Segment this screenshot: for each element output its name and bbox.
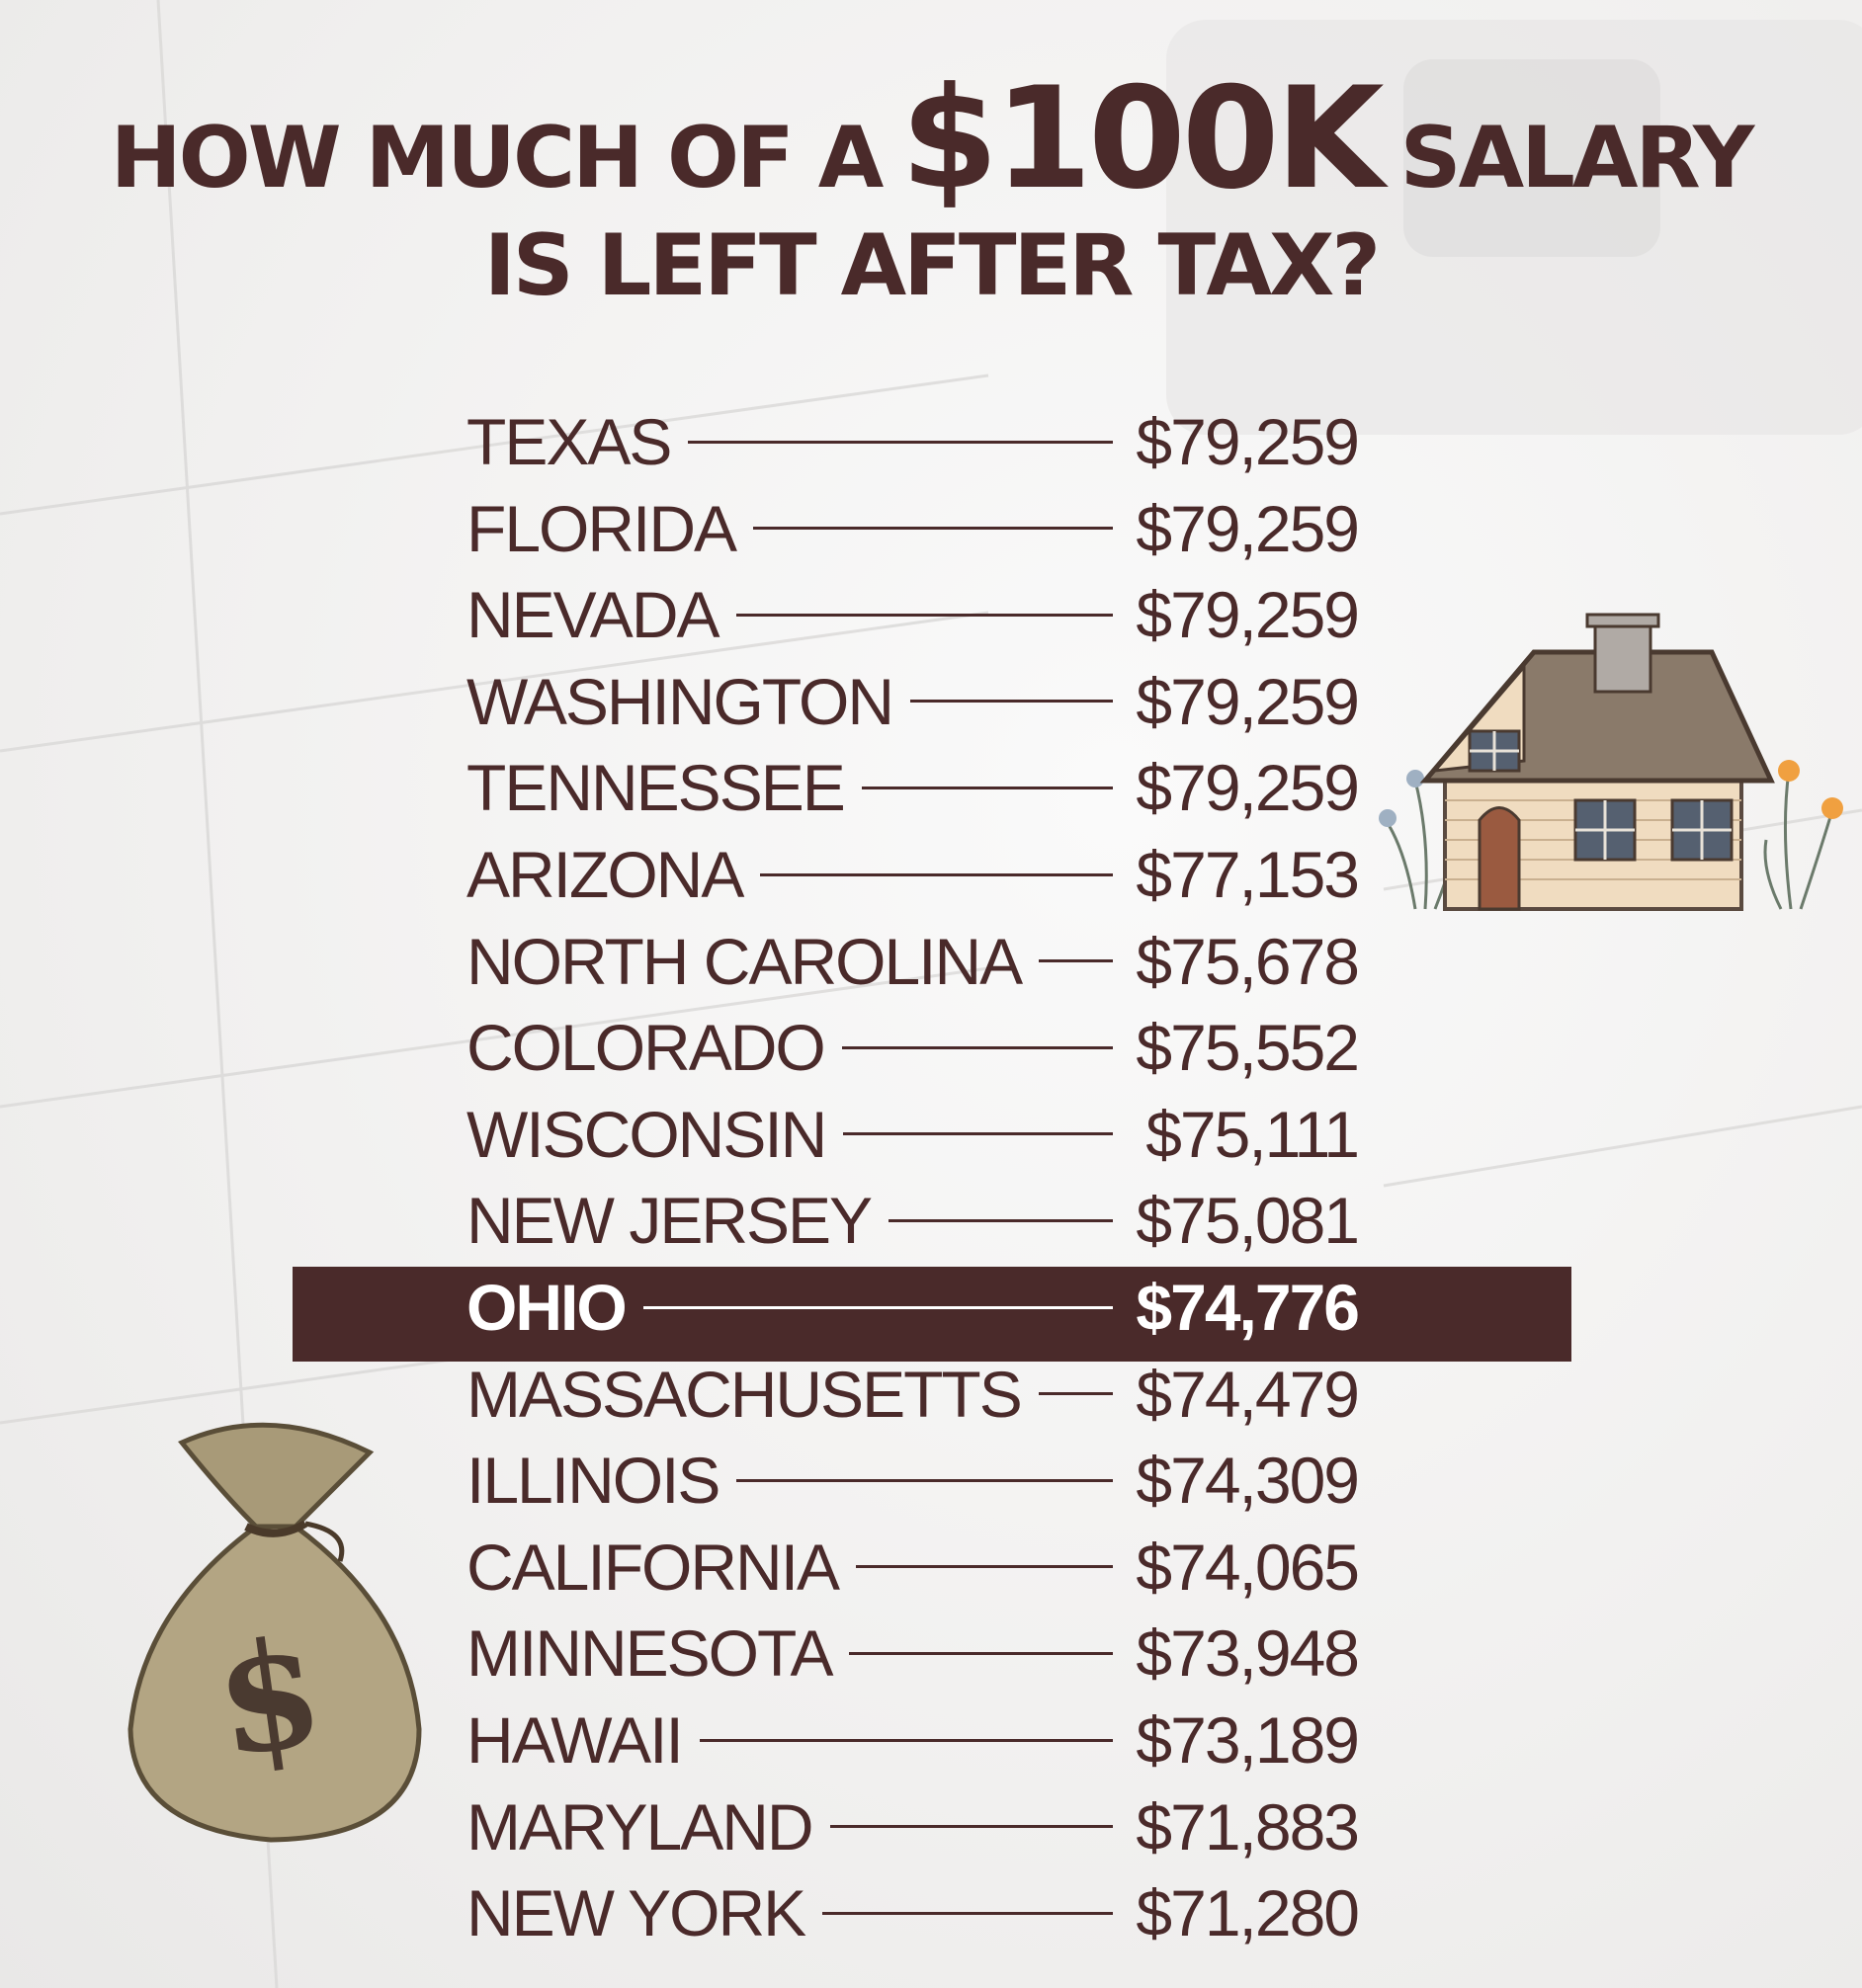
house-icon bbox=[1379, 613, 1843, 911]
after-tax-amount: $73,948 bbox=[1136, 1616, 1360, 1691]
headline-amount: $100K bbox=[900, 57, 1384, 220]
state-name: MINNESOTA bbox=[466, 1616, 833, 1691]
state-name: MARYLAND bbox=[466, 1789, 814, 1864]
after-tax-amount: $79,259 bbox=[1136, 491, 1360, 565]
state-name: NEW JERSEY bbox=[466, 1184, 873, 1258]
headline-suffix: SALARY bbox=[1399, 109, 1755, 207]
state-row: ILLINOIS $74,309 bbox=[466, 1438, 1360, 1523]
leader-line bbox=[753, 527, 1113, 531]
leader-line bbox=[861, 786, 1113, 789]
after-tax-amount: $71,280 bbox=[1136, 1876, 1360, 1950]
leader-line bbox=[1038, 1392, 1113, 1396]
money-bag-icon: $ bbox=[127, 1422, 422, 1843]
after-tax-amount: $74,065 bbox=[1136, 1530, 1360, 1604]
after-tax-amount: $79,259 bbox=[1136, 751, 1360, 825]
state-name: NEVADA bbox=[466, 578, 720, 652]
leader-line bbox=[760, 872, 1113, 876]
state-row: OHIO $74,776 bbox=[466, 1265, 1360, 1350]
after-tax-amount: $75,552 bbox=[1136, 1011, 1360, 1085]
headline-line-1: HOW MUCH OF A $100K SALARY bbox=[0, 69, 1862, 209]
state-row: MASSACHUSETTS $74,479 bbox=[466, 1352, 1360, 1437]
state-name: OHIO bbox=[466, 1271, 628, 1344]
leader-line bbox=[736, 1478, 1113, 1482]
leader-line bbox=[688, 440, 1113, 444]
state-name: TENNESSEE bbox=[466, 751, 846, 825]
state-row: NEW JERSEY $75,081 bbox=[466, 1178, 1360, 1263]
state-name: MASSACHUSETTS bbox=[466, 1357, 1023, 1431]
state-name: NEW YORK bbox=[466, 1876, 806, 1950]
state-row: MARYLAND $71,883 bbox=[466, 1784, 1360, 1869]
state-name: TEXAS bbox=[466, 405, 672, 478]
after-tax-amount: $74,776 bbox=[1136, 1271, 1360, 1344]
leader-line bbox=[699, 1738, 1113, 1742]
state-row: WASHINGTON $79,259 bbox=[466, 659, 1360, 744]
after-tax-amount: $79,259 bbox=[1136, 578, 1360, 652]
state-row: TENNESSEE $79,259 bbox=[466, 745, 1360, 830]
after-tax-amount: $74,309 bbox=[1136, 1444, 1360, 1518]
after-tax-amount: $79,259 bbox=[1136, 664, 1360, 738]
after-tax-amount: $73,189 bbox=[1136, 1703, 1360, 1777]
headline-prefix: HOW MUCH OF A bbox=[110, 109, 885, 207]
state-row: HAWAII $73,189 bbox=[466, 1698, 1360, 1782]
state-row: NEVADA $79,259 bbox=[466, 572, 1360, 657]
state-name: HAWAII bbox=[466, 1703, 684, 1777]
after-tax-amount: $79,259 bbox=[1136, 405, 1360, 478]
state-name: NORTH CAROLINA bbox=[466, 924, 1023, 998]
state-row: CALIFORNIA $74,065 bbox=[466, 1525, 1360, 1610]
after-tax-amount: $77,153 bbox=[1136, 838, 1360, 911]
headline: HOW MUCH OF A $100K SALARY IS LEFT AFTER… bbox=[0, 69, 1862, 315]
state-row: WISCONSIN $75,111 bbox=[466, 1092, 1360, 1177]
after-tax-amount: $75,111 bbox=[1145, 1097, 1360, 1171]
highlight-bar bbox=[293, 1267, 1571, 1362]
state-name: CALIFORNIA bbox=[466, 1530, 840, 1604]
state-row: FLORIDA $79,259 bbox=[466, 486, 1360, 571]
leader-line bbox=[822, 1911, 1113, 1915]
after-tax-amount: $75,081 bbox=[1136, 1184, 1360, 1258]
state-name: WASHINGTON bbox=[466, 664, 894, 738]
after-tax-amount: $71,883 bbox=[1136, 1789, 1360, 1864]
headline-line-2: IS LEFT AFTER TAX? bbox=[483, 216, 1381, 315]
state-name: WISCONSIN bbox=[466, 1097, 827, 1171]
leader-line bbox=[849, 1651, 1113, 1655]
state-row: ARIZONA $77,153 bbox=[466, 832, 1360, 917]
state-name: ARIZONA bbox=[466, 838, 744, 911]
money-bag-dollar-symbol: $ bbox=[206, 1605, 332, 1791]
after-tax-amount: $75,678 bbox=[1136, 924, 1360, 998]
state-row: NEW YORK $71,280 bbox=[466, 1870, 1360, 1955]
leader-line bbox=[735, 613, 1113, 617]
state-row: MINNESOTA $73,948 bbox=[466, 1611, 1360, 1696]
state-row: NORTH CAROLINA $75,678 bbox=[466, 919, 1360, 1004]
leader-line bbox=[642, 1305, 1113, 1309]
leader-line bbox=[856, 1565, 1113, 1569]
leader-line bbox=[1039, 959, 1113, 963]
after-tax-amount: $74,479 bbox=[1136, 1357, 1360, 1431]
leader-line bbox=[889, 1218, 1113, 1222]
leader-line bbox=[910, 700, 1113, 704]
leader-line bbox=[841, 1045, 1113, 1049]
leader-line bbox=[829, 1825, 1113, 1829]
state-row: TEXAS $79,259 bbox=[466, 399, 1360, 484]
state-name: ILLINOIS bbox=[466, 1444, 720, 1518]
state-name: FLORIDA bbox=[466, 491, 737, 565]
leader-line bbox=[843, 1132, 1113, 1136]
state-row: COLORADO $75,552 bbox=[466, 1005, 1360, 1090]
state-name: COLORADO bbox=[466, 1011, 826, 1085]
